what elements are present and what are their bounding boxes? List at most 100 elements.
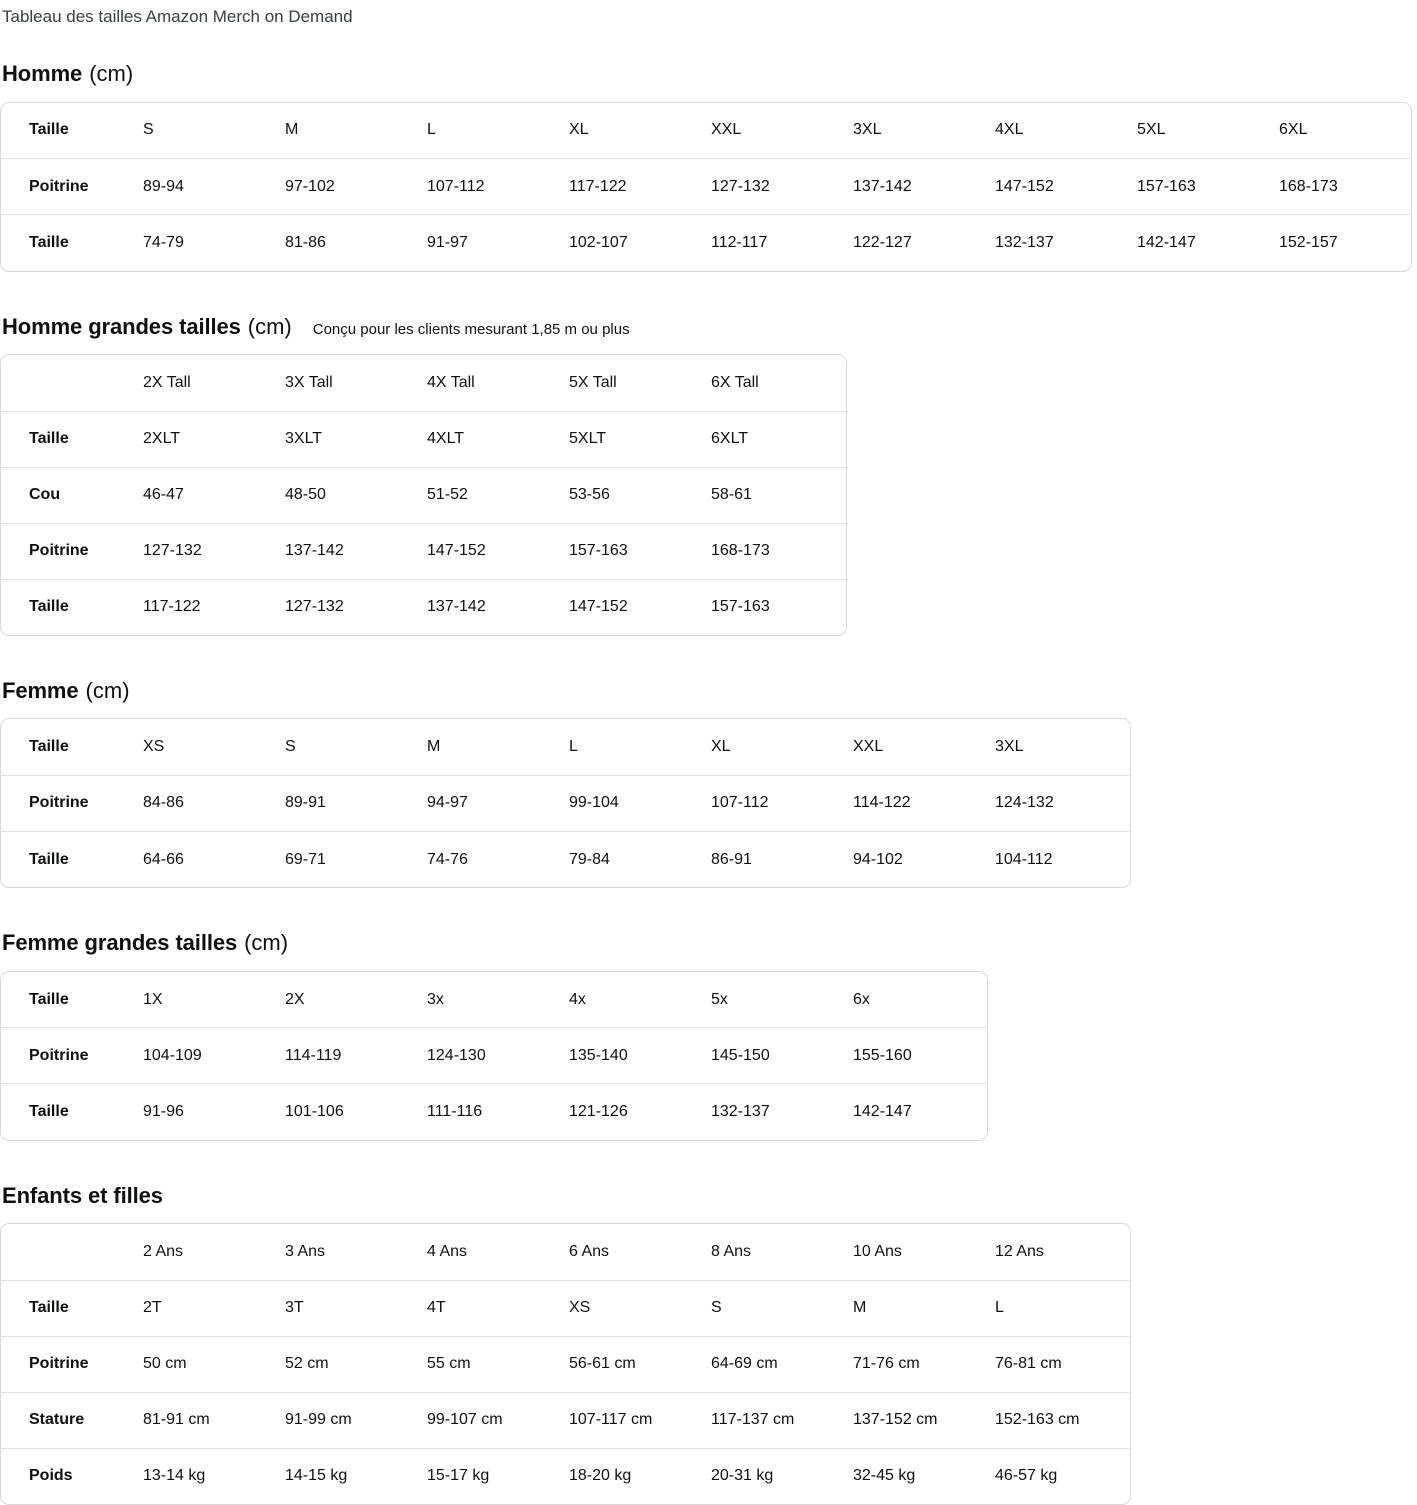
table-cell: 112-117 xyxy=(711,214,853,271)
table-cell: 56-61 cm xyxy=(569,1335,711,1393)
table-corner-cell: Taille xyxy=(29,121,69,139)
section-heading-title: Enfants et filles xyxy=(2,1182,163,1208)
column-header: 4 Ans xyxy=(427,1242,468,1260)
size-table-card-homme: Taille S M L XL XXL 3XL 4XL 5XL 6XL Poitrine 89-94 9… xyxy=(0,101,1412,272)
table-cell: 132-137 xyxy=(995,214,1137,271)
column-header: 6X Tall xyxy=(711,373,759,391)
size-section-femme: Femme (cm) Taille XS S M L XL XXL 3XL Poitrine 84-8… xyxy=(0,678,1417,889)
table-cell: 117-122 xyxy=(569,158,711,215)
table-cell: 117-122 xyxy=(143,578,285,636)
page-title: Tableau des tailles Amazon Merch on Dema… xyxy=(2,7,353,26)
table-cell: 111-116 xyxy=(427,1083,569,1140)
size-table-card-femme-grandes-tailles: Taille 1X 2X 3x 4x 5x 6x Poitrine 104-109 114-119… xyxy=(0,970,988,1141)
table-cell: 20-31 kg xyxy=(711,1447,853,1505)
table-cell: 147-152 xyxy=(995,158,1137,215)
table-cell: 157-163 xyxy=(711,578,846,636)
section-heading-title: Femme grandes tailles xyxy=(2,930,238,956)
table-cell: 46-47 xyxy=(143,466,285,524)
table-cell: 48-50 xyxy=(285,466,427,524)
table-cell: 101-106 xyxy=(285,1083,427,1140)
table-row: Poitrine 89-94 97-102 107-112 117-122 127-132… xyxy=(1,158,1411,215)
row-label: Cou xyxy=(1,466,143,524)
column-header: 3x xyxy=(427,990,444,1008)
table-cell: 104-109 xyxy=(143,1027,285,1084)
section-heading-note: Conçu pour les clients mesurant 1,85 m o… xyxy=(312,320,630,338)
table-corner-cell xyxy=(1,1224,143,1280)
section-heading-unit: (cm) xyxy=(89,61,134,87)
column-header: 5X Tall xyxy=(569,373,617,391)
table-cell: 76-81 cm xyxy=(995,1335,1130,1393)
row-label: Taille xyxy=(1,410,143,468)
table-cell: 117-137 cm xyxy=(711,1391,853,1449)
table-row: Taille 117-122 127-132 137-142 147-152 157-16… xyxy=(1,578,846,636)
table-cell: 51-52 xyxy=(427,466,569,524)
column-header: XL xyxy=(711,738,731,756)
table-cell: 81-91 cm xyxy=(143,1391,285,1449)
table-cell: 152-163 cm xyxy=(995,1391,1130,1449)
table-cell: 124-130 xyxy=(427,1027,569,1084)
row-label: Taille xyxy=(1,578,143,636)
row-label: Stature xyxy=(1,1391,143,1449)
table-cell: 104-112 xyxy=(995,830,1130,888)
row-label: Taille xyxy=(1,1279,143,1337)
section-heading-title: Homme grandes tailles xyxy=(2,313,241,339)
table-cell: 168-173 xyxy=(711,522,846,580)
row-label: Poitrine xyxy=(1,774,143,832)
column-header: 3XL xyxy=(995,738,1024,756)
table-cell: 99-107 cm xyxy=(427,1391,569,1449)
table-cell: 107-117 cm xyxy=(569,1391,711,1449)
table-cell: 89-91 xyxy=(285,774,427,832)
table-cell: 147-152 xyxy=(569,578,711,636)
table-cell: M xyxy=(853,1279,995,1337)
row-label: Taille xyxy=(1,214,143,271)
table-cell: 53-56 xyxy=(569,466,711,524)
table-cell: 127-132 xyxy=(143,522,285,580)
table-cell: 152-157 xyxy=(1279,214,1411,271)
table-cell: 107-112 xyxy=(711,774,853,832)
table-cell: 114-119 xyxy=(285,1027,427,1084)
column-header: 10 Ans xyxy=(853,1242,902,1260)
table-cell: 121-126 xyxy=(569,1083,711,1140)
column-header: M xyxy=(285,121,299,139)
table-row: Stature 81-91 cm 91-99 cm 99-107 cm 107-117 … xyxy=(1,1391,1130,1449)
column-header: 8 Ans xyxy=(711,1242,752,1260)
column-header: XXL xyxy=(711,121,742,139)
size-table-enfants-et-filles: 2 Ans 3 Ans 4 Ans 6 Ans 8 Ans 10 Ans 12 Ans Tai… xyxy=(1,1224,1130,1505)
table-cell: 74-79 xyxy=(143,214,285,271)
table-cell: 50 cm xyxy=(143,1335,285,1393)
table-cell: 13-14 kg xyxy=(143,1447,285,1505)
size-section-homme-grandes-tailles: Homme grandes tailles (cm) Conçu pour les … xyxy=(0,314,1417,637)
table-cell: 137-142 xyxy=(427,578,569,636)
table-cell: 84-86 xyxy=(143,774,285,832)
column-header: 3X Tall xyxy=(285,373,333,391)
table-cell: 135-140 xyxy=(569,1027,711,1084)
table-cell: 4XLT xyxy=(427,410,569,468)
table-cell: 94-97 xyxy=(427,774,569,832)
row-label: Taille xyxy=(1,830,143,888)
table-cell: 97-102 xyxy=(285,158,427,215)
table-cell: 114-122 xyxy=(853,774,995,832)
table-cell: 52 cm xyxy=(285,1335,427,1393)
table-row: Poitrine 104-109 114-119 124-130 135-140 145-… xyxy=(1,1027,987,1084)
table-cell: 81-86 xyxy=(285,214,427,271)
table-cell: 5XLT xyxy=(569,410,711,468)
table-cell: 99-104 xyxy=(569,774,711,832)
row-label: Poitrine xyxy=(1,1335,143,1393)
table-cell: 18-20 kg xyxy=(569,1447,711,1505)
section-heading-femme-grandes-tailles: Femme grandes tailles (cm) xyxy=(2,930,1417,956)
section-heading-unit: (cm) xyxy=(244,930,289,956)
table-corner-cell: Taille xyxy=(29,990,69,1008)
row-label: Poids xyxy=(1,1447,143,1505)
size-table-homme: Taille S M L XL XXL 3XL 4XL 5XL 6XL Poitrine 89-94 9… xyxy=(1,103,1411,271)
table-header-row: Taille 1X 2X 3x 4x 5x 6x xyxy=(1,972,987,1028)
size-section-femme-grandes-tailles: Femme grandes tailles (cm) Taille 1X 2X 3x 4x 5… xyxy=(0,930,1417,1141)
table-row: Cou 46-47 48-50 51-52 53-56 58-61 xyxy=(1,466,846,524)
table-cell: 157-163 xyxy=(1137,158,1279,215)
column-header: 2X Tall xyxy=(143,373,191,391)
table-cell: 137-142 xyxy=(285,522,427,580)
section-heading-title: Homme xyxy=(2,61,83,87)
section-heading-homme-grandes-tailles: Homme grandes tailles (cm) Conçu pour les … xyxy=(2,314,1417,340)
table-cell: 142-147 xyxy=(853,1083,987,1140)
table-cell: 91-96 xyxy=(143,1083,285,1140)
row-label: Poitrine xyxy=(1,1027,143,1084)
